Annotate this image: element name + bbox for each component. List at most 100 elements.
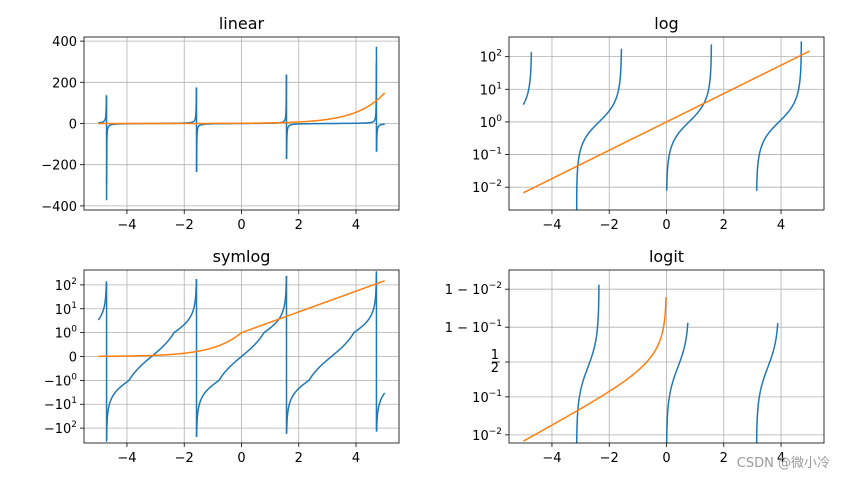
y-tick-label: 10−2 [472,427,502,444]
tick-label-exponent: 1 [71,396,77,406]
series-tan-branch [665,44,713,191]
plot-area [522,284,779,443]
y-tick-label: 10−1 [472,147,502,164]
tick-label-exponent: −1 [489,319,502,329]
y-tick-label: −200 [41,159,77,174]
y-tick-label: 0 [69,351,77,366]
x-tick-label: 2 [295,218,303,233]
tick-label-exponent: −2 [489,427,502,437]
series-exp [98,280,385,358]
subplot-linear: linear −4 −2 0 2 4 −400 −200 0 200 400 [41,14,400,233]
y-tick-label: 400 [52,35,77,50]
tick-label-base: 10 [55,279,72,294]
y-tick-label: −100 [44,372,77,389]
fraction-numerator: 1 [491,348,499,363]
y-tick-label: 1 − 10−1 [445,319,502,336]
tick-label-exponent: −1 [489,147,502,157]
fraction-denominator: 2 [491,361,499,376]
tick-label-sign: − [44,374,55,389]
subplot-title: linear [219,14,265,33]
x-tick-label: −2 [600,451,619,466]
tick-label-base: 10 [55,327,72,342]
tick-label-exponent: 1 [496,81,502,91]
tick-label-base: 10 [480,83,497,98]
series-exp [98,92,386,125]
tick-label-base: 10 [472,429,489,444]
y-tick-label: 10−1 [472,389,502,406]
series-tan-branch [105,87,198,185]
plot-area [97,46,386,201]
x-tick-label: −2 [175,451,194,466]
tick-label-base: 10 [480,116,497,131]
series-tan-branch [285,273,378,434]
subplot-title: log [654,14,678,33]
y-tick-label: 0 [69,118,77,133]
series-tan-branch [97,280,108,321]
tick-label-sign: − [44,398,55,413]
tick-label-prefix: 1 − [445,321,472,336]
series-tan-branch [195,275,288,437]
x-tick-label: 4 [777,218,785,233]
series-tan-branch [755,41,803,191]
y-tick-label: 100 [480,114,503,131]
series-tan-branch [522,51,533,106]
y-tick-label: 102 [55,277,77,294]
tick-label-prefix: 1 − [445,283,472,298]
y-tick-label-fraction: 12 [491,348,500,376]
tick-label-sign: − [44,422,55,437]
y-tick-label: 1 − 10−2 [445,281,502,298]
tick-label-exponent: 2 [71,277,77,287]
subplot-title: logit [649,247,684,266]
x-tick-label: 2 [295,451,303,466]
tick-label-exponent: 1 [71,301,77,311]
x-tick-label: 4 [352,451,360,466]
series-tan-branch [97,94,108,124]
x-tick-label: −4 [542,218,561,233]
x-tick-label: 0 [237,451,245,466]
y-tick-label: 200 [52,76,77,91]
tick-label-exponent: 0 [71,325,77,335]
x-tick-label: −4 [117,451,136,466]
series-tan-branch [105,279,198,440]
y-tick-label: −102 [44,420,77,437]
y-tick-label: 100 [55,325,78,342]
tick-label-exponent: −2 [489,179,502,189]
tick-label-base: 10 [55,374,72,389]
y-tick-label: −400 [41,200,77,215]
series-tan-branch [575,48,623,210]
plot-area [97,271,386,442]
tick-label-base: 10 [472,283,489,298]
tick-label-exponent: 0 [496,114,502,124]
tick-label-base: 10 [472,149,489,164]
plot-area [522,41,811,210]
x-tick-label: 2 [720,451,728,466]
tick-label-base: 10 [55,303,72,318]
tick-label-exponent: 2 [71,420,77,430]
y-tick-label: 101 [55,301,77,318]
series-tan-branch [285,62,378,159]
tick-label-exponent: 0 [71,372,77,382]
y-tick-label: 102 [480,49,502,66]
y-tick-label: 101 [480,81,502,98]
x-tick-label: 0 [662,451,670,466]
x-tick-label: −4 [542,451,561,466]
series-exp [522,50,811,194]
tick-label-exponent: −1 [489,389,502,399]
tick-label-base: 10 [472,181,489,196]
x-tick-label: 0 [237,218,245,233]
tick-label-base: 10 [55,398,72,413]
tick-label-base: 10 [55,422,72,437]
tick-label-base: 10 [480,51,497,66]
tick-label-base: 10 [472,391,489,406]
x-tick-label: 4 [352,218,360,233]
x-tick-label: −2 [175,218,194,233]
subplot-title: symlog [213,247,271,266]
series-tan-branch [755,322,779,443]
x-tick-label: 0 [662,218,670,233]
watermark: CSDN @微小冷 [736,456,830,471]
y-tick-label: 10−2 [472,179,502,196]
